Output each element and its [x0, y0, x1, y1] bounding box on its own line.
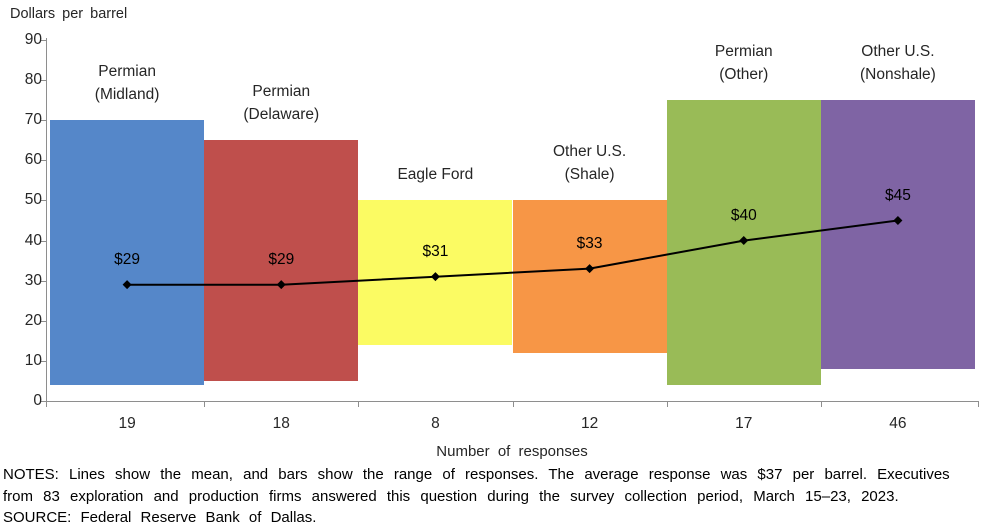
y-axis-tick-label: 50: [24, 191, 42, 208]
mean-value-label: $45: [884, 186, 911, 204]
mean-value-label: $33: [576, 234, 603, 252]
x-axis-line: [46, 401, 979, 402]
y-axis-units-title: Dollars per barrel: [10, 6, 128, 22]
category-label-permian-midland: Permian (Midland): [50, 60, 204, 106]
mean-value-label: $31: [422, 242, 449, 260]
x-axis-title: Number of responses: [436, 443, 588, 460]
bar-other-u-s-nonshale: [820, 100, 975, 369]
y-axis-tick-label: 60: [24, 151, 42, 168]
y-axis-tick-label: 30: [24, 272, 42, 289]
y-axis-tick: [40, 80, 46, 81]
responses-count-label: 12: [580, 415, 599, 432]
y-axis-tick-label: 40: [24, 232, 42, 249]
notes-line-1: NOTES: Lines show the mean, and bars sho…: [3, 466, 950, 483]
y-axis-tick: [40, 160, 46, 161]
x-axis-tick: [978, 402, 979, 407]
category-label-line: (Midland): [94, 86, 160, 104]
x-axis-tick: [46, 402, 47, 407]
y-axis-line: [46, 38, 47, 402]
y-axis-tick: [40, 200, 46, 201]
category-label-other-u-s-nonshale: Other U.S. (Nonshale): [821, 40, 975, 86]
footer-notes: NOTES: Lines show the mean, and bars sho…: [3, 464, 950, 529]
x-axis-tick: [513, 402, 514, 407]
responses-count-label: 46: [889, 415, 907, 432]
category-label-line: Eagle Ford: [397, 166, 474, 184]
category-label-line: (Nonshale): [859, 66, 936, 84]
y-axis-tick: [40, 361, 46, 362]
responses-count-label: 17: [735, 415, 753, 432]
y-axis-tick: [40, 281, 46, 282]
y-axis-tick: [40, 241, 46, 242]
bar-permian-other: [666, 100, 821, 385]
y-axis-tick-label: 90: [24, 31, 42, 48]
y-axis-tick: [40, 321, 46, 322]
y-axis-tick: [40, 401, 46, 402]
category-label-line: Permian: [98, 63, 156, 81]
x-axis-tick: [358, 402, 359, 407]
category-label-eagle-ford: Eagle Ford: [358, 163, 512, 186]
responses-count-label: 18: [272, 415, 290, 432]
y-axis-tick-label: 0: [33, 392, 42, 409]
category-label-permian-other: Permian (Other): [667, 40, 821, 86]
y-axis-tick: [40, 120, 46, 121]
category-label-line: Other U.S.: [861, 43, 935, 61]
x-axis-tick: [667, 402, 668, 407]
bar-other-u-s-shale: [512, 200, 667, 353]
x-axis-tick: [204, 402, 205, 407]
source-line: SOURCE: Federal Reserve Bank of Dallas.: [3, 509, 317, 526]
y-axis-tick-label: 20: [24, 312, 42, 329]
y-axis-tick: [40, 40, 46, 41]
category-label-line: (Other): [719, 66, 769, 84]
mean-value-label: $40: [730, 206, 757, 224]
category-label-line: (Delaware): [243, 106, 320, 124]
y-axis-tick-label: 80: [24, 71, 42, 88]
y-axis-tick-label: 70: [24, 111, 42, 128]
notes-line-2: from 83 exploration and production firms…: [3, 487, 899, 505]
x-axis-tick: [821, 402, 822, 407]
mean-value-label: $29: [114, 250, 141, 268]
mean-value-label: $29: [268, 250, 295, 268]
category-label-other-u-s-shale: Other U.S. (Shale): [513, 140, 667, 186]
responses-count-label: 19: [118, 415, 136, 432]
category-label-permian-delaware: Permian (Delaware): [204, 80, 358, 126]
category-label-line: Other U.S.: [552, 143, 627, 161]
responses-count-label: 8: [431, 415, 440, 432]
y-axis-tick-label: 10: [24, 352, 42, 369]
category-label-line: Permian: [714, 43, 773, 61]
bar-eagle-ford: [358, 200, 513, 345]
category-label-line: Permian: [252, 83, 311, 101]
category-label-line: (Shale): [564, 166, 615, 184]
